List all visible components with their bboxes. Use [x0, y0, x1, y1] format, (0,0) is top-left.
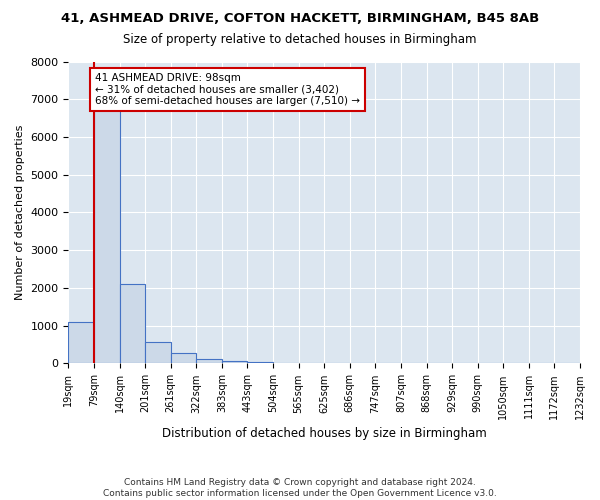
Bar: [247, 362, 273, 364]
Text: 41 ASHMEAD DRIVE: 98sqm
← 31% of detached houses are smaller (3,402)
68% of semi: 41 ASHMEAD DRIVE: 98sqm ← 31% of detache…: [95, 73, 360, 106]
Bar: [222, 361, 247, 364]
Bar: [196, 358, 222, 364]
Text: 41, ASHMEAD DRIVE, COFTON HACKETT, BIRMINGHAM, B45 8AB: 41, ASHMEAD DRIVE, COFTON HACKETT, BIRMI…: [61, 12, 539, 26]
X-axis label: Distribution of detached houses by size in Birmingham: Distribution of detached houses by size …: [162, 427, 487, 440]
Bar: [119, 284, 145, 364]
Bar: [171, 353, 196, 364]
Text: Contains HM Land Registry data © Crown copyright and database right 2024.
Contai: Contains HM Land Registry data © Crown c…: [103, 478, 497, 498]
Bar: [94, 82, 119, 364]
Bar: [145, 342, 171, 363]
Bar: [68, 322, 94, 364]
Y-axis label: Number of detached properties: Number of detached properties: [15, 125, 25, 300]
Text: Size of property relative to detached houses in Birmingham: Size of property relative to detached ho…: [123, 32, 477, 46]
